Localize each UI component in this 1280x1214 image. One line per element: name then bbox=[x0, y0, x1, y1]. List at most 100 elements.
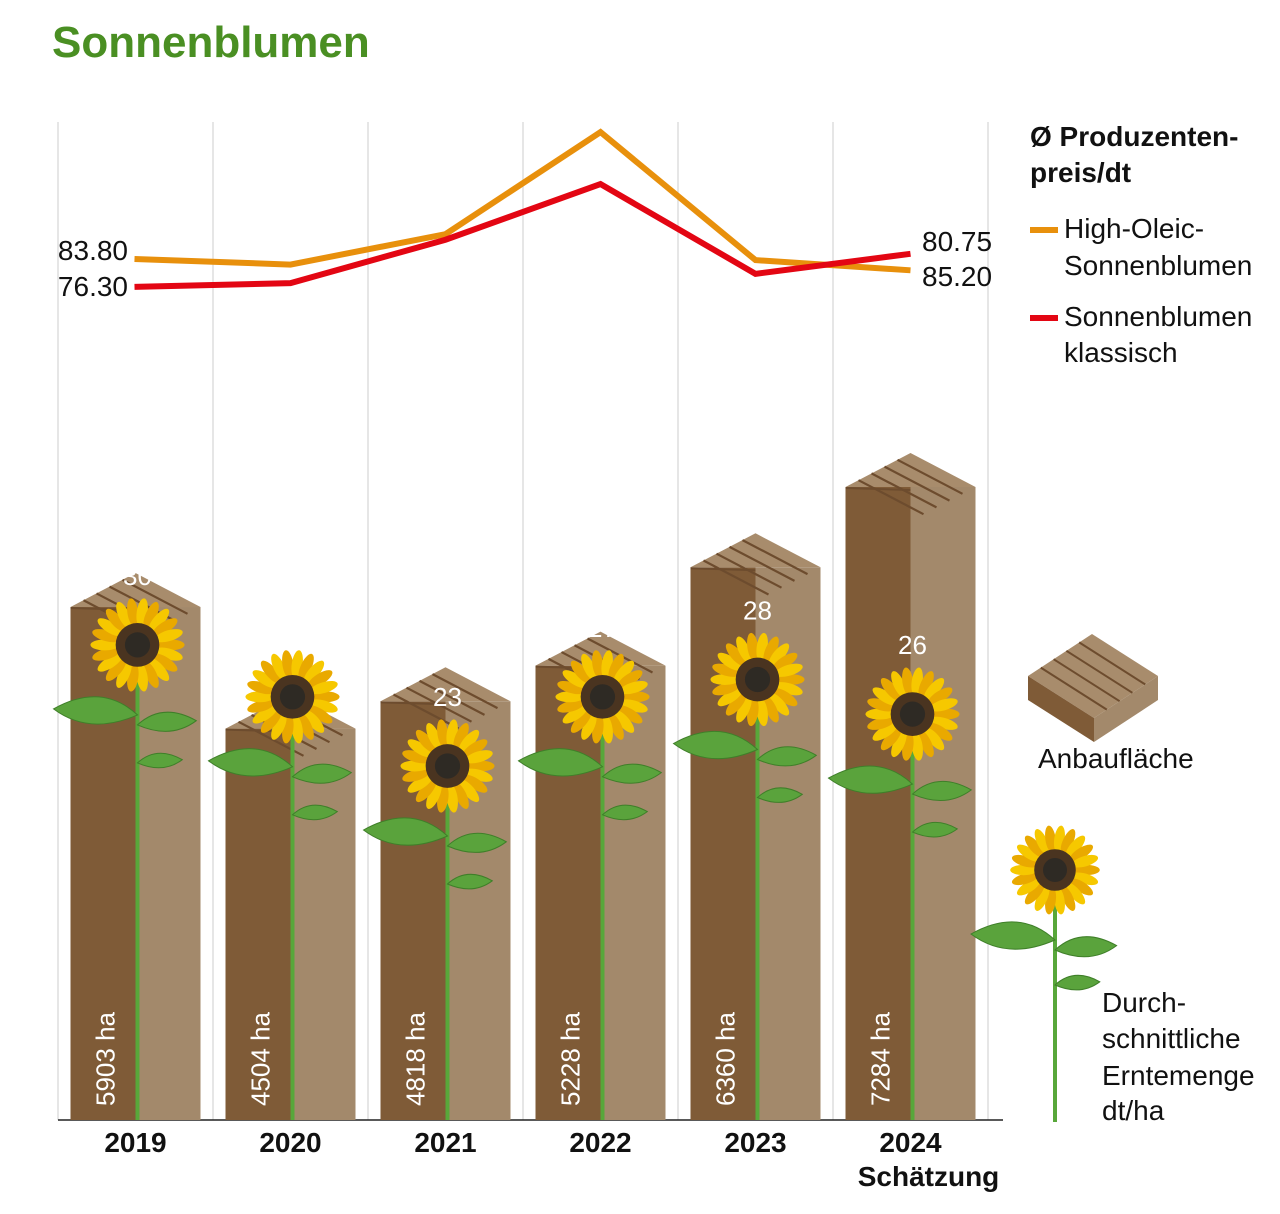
sunflower-leaf bbox=[827, 765, 914, 794]
bar-front bbox=[535, 665, 601, 1120]
sunflower-petal bbox=[453, 723, 469, 750]
bar-top-stripe bbox=[857, 479, 925, 516]
sunflower-petal bbox=[247, 680, 275, 695]
sunflower-petal bbox=[298, 713, 314, 740]
sunflower-petal bbox=[407, 774, 433, 793]
bar-top-stripe bbox=[702, 559, 770, 596]
sunflower-petal bbox=[437, 719, 449, 748]
price-start-label: 83.80 bbox=[58, 235, 128, 266]
sunflower-petal bbox=[562, 670, 588, 689]
sunflower-petal bbox=[298, 653, 314, 681]
sunflower-leaf bbox=[601, 763, 663, 784]
area-bar bbox=[845, 453, 976, 1120]
sunflower-leaf bbox=[911, 780, 973, 802]
sunflower-petal bbox=[446, 784, 458, 813]
area-label: 5228 ha bbox=[556, 1011, 586, 1106]
sunflower-petal bbox=[260, 660, 282, 684]
sunflower-petal bbox=[736, 636, 752, 663]
sunflower-petal bbox=[415, 729, 437, 753]
legend-area-label: Anbaufläche bbox=[1038, 743, 1194, 774]
sunflower-petal bbox=[271, 713, 287, 740]
legend-high-oleic: Sonnenblumen bbox=[1064, 250, 1252, 281]
sunflower-petal bbox=[927, 687, 953, 706]
legend-block-stripe bbox=[1040, 666, 1108, 711]
sunflower-petal bbox=[918, 671, 934, 698]
sunflower-petal bbox=[1016, 844, 1041, 862]
sunflower-petal bbox=[1065, 882, 1086, 905]
sunflower-petal bbox=[116, 601, 132, 629]
bar-front bbox=[225, 728, 291, 1120]
sunflower-leaf bbox=[1054, 936, 1118, 958]
legend-yield: Erntemenge bbox=[1102, 1060, 1255, 1091]
price-start-label: 76.30 bbox=[58, 271, 128, 302]
legend-block-stripe bbox=[1053, 658, 1121, 703]
sunflower-petal bbox=[271, 653, 287, 681]
area-label: 6360 ha bbox=[711, 1011, 741, 1106]
price-end-label: 80.75 bbox=[922, 226, 992, 257]
sunflower-petal bbox=[143, 601, 159, 629]
bar-top bbox=[380, 667, 511, 702]
sunflower-petal bbox=[562, 705, 588, 724]
sunflower-petal bbox=[1045, 825, 1057, 853]
sunflower-petal bbox=[105, 608, 127, 632]
bar-top bbox=[70, 573, 201, 608]
sunflower-leaf bbox=[911, 822, 959, 838]
bar-edge bbox=[690, 567, 756, 572]
sunflower-leaf bbox=[291, 763, 353, 784]
price-end-label: 85.20 bbox=[922, 261, 992, 292]
bar-top-stripe bbox=[741, 539, 809, 576]
bar-top bbox=[535, 631, 666, 666]
sunflower-petal bbox=[1016, 878, 1041, 896]
sunflower-petal bbox=[927, 722, 953, 741]
sunflower-petal bbox=[557, 699, 585, 713]
sunflower-petal bbox=[143, 661, 159, 688]
sunflower-petal bbox=[756, 697, 768, 727]
sunflower-petal bbox=[407, 739, 433, 758]
sunflower-petal bbox=[1053, 887, 1065, 915]
sunflower-petal bbox=[891, 671, 907, 698]
sunflower-petal bbox=[155, 647, 183, 661]
sunflower-petal bbox=[152, 618, 178, 637]
sunflower-petal bbox=[1069, 844, 1094, 862]
sunflower-petal bbox=[402, 750, 430, 764]
yield-label: 23 bbox=[433, 682, 462, 712]
sunflower-petal bbox=[717, 652, 743, 671]
sunflower-core bbox=[899, 701, 926, 727]
sunflower-petal bbox=[291, 715, 303, 744]
sunflower-petal bbox=[557, 680, 585, 695]
sunflower-petal bbox=[1011, 854, 1039, 868]
sunflower-petal bbox=[260, 710, 282, 733]
legend-area-block bbox=[1028, 634, 1158, 742]
area-bar bbox=[535, 631, 666, 1120]
sunflower bbox=[52, 598, 198, 1120]
sunflower-leaf bbox=[756, 746, 818, 767]
sunflower-petal bbox=[310, 680, 338, 695]
sunflower bbox=[207, 650, 353, 1120]
legend-price-title: preis/dt bbox=[1030, 157, 1131, 188]
sunflower-petal bbox=[601, 715, 613, 744]
sunflower-petal bbox=[1071, 854, 1099, 868]
area-label: 4504 ha bbox=[246, 1011, 276, 1106]
sunflower-petal bbox=[462, 739, 488, 758]
sunflower-leaf bbox=[1054, 974, 1101, 991]
sunflower-petal bbox=[581, 653, 597, 681]
sunflower-leaf bbox=[756, 787, 804, 803]
bar-top-stripe bbox=[728, 545, 796, 582]
sunflower-petal bbox=[768, 643, 790, 667]
sunflower-core bbox=[1043, 858, 1067, 882]
sunflower-petal bbox=[772, 652, 798, 671]
sunflower-petal bbox=[763, 636, 779, 663]
sunflower-leaf bbox=[362, 817, 449, 846]
sunflower-petal bbox=[402, 768, 430, 782]
sunflower-petal bbox=[891, 730, 907, 758]
sunflower-core bbox=[434, 753, 461, 779]
sunflower-petal bbox=[310, 699, 338, 713]
sunflower-petal bbox=[736, 696, 752, 723]
sunflower bbox=[362, 719, 508, 1120]
year-label: 2020 bbox=[259, 1127, 321, 1158]
sunflower-petal bbox=[307, 670, 333, 689]
sunflower-petal bbox=[1069, 878, 1094, 896]
sunflower-petal bbox=[307, 705, 333, 724]
sunflower-petal bbox=[247, 699, 275, 713]
